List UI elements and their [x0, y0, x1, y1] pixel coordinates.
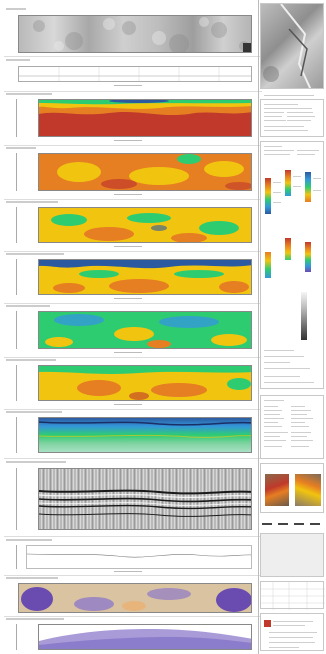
aerial-image-strip: [18, 15, 252, 53]
legend-colorbar-4: [285, 238, 291, 260]
panel-title-aerial: [6, 8, 26, 10]
section-plot-9: [38, 417, 252, 453]
footer-block: [260, 613, 324, 651]
title-sidebar: [260, 3, 325, 651]
site-photo-2: [295, 474, 321, 506]
legend-colorbar-2: [285, 170, 291, 196]
notes-panel: [260, 533, 324, 577]
title-block: [260, 99, 324, 137]
section-plot-8: [38, 365, 252, 401]
location-map: [260, 3, 324, 89]
revision-table: [260, 581, 325, 610]
section-plot-4: [38, 153, 252, 191]
section-plot-7: [38, 311, 252, 349]
section-plot-5: [38, 207, 252, 243]
company-logo: [264, 620, 271, 627]
panel-title-elevation: [6, 59, 30, 61]
section-plot-12: [18, 583, 252, 613]
legend-colorbar-5: [265, 252, 271, 278]
scale-bars: [260, 519, 324, 529]
legend-panel: [260, 141, 324, 389]
seismic-plot: [38, 468, 252, 530]
statistics-panel: [260, 395, 324, 459]
legend-colorbar-3: [305, 172, 311, 202]
column-divider: [258, 0, 259, 654]
section-plot-3: [38, 99, 252, 137]
elevation-profile-plot: [18, 66, 252, 82]
section-plot-6: [38, 259, 252, 295]
profile-column: [4, 3, 262, 651]
legend-colorbar-1: [265, 178, 271, 214]
legend-colorbar-6: [305, 242, 311, 272]
legend-colorbar-7: [301, 292, 307, 340]
panel-title-3: [6, 93, 52, 95]
line-plot: [26, 545, 252, 569]
section-plot-13: [38, 624, 252, 650]
site-photo-1: [265, 474, 289, 506]
site-photos: [260, 463, 324, 513]
